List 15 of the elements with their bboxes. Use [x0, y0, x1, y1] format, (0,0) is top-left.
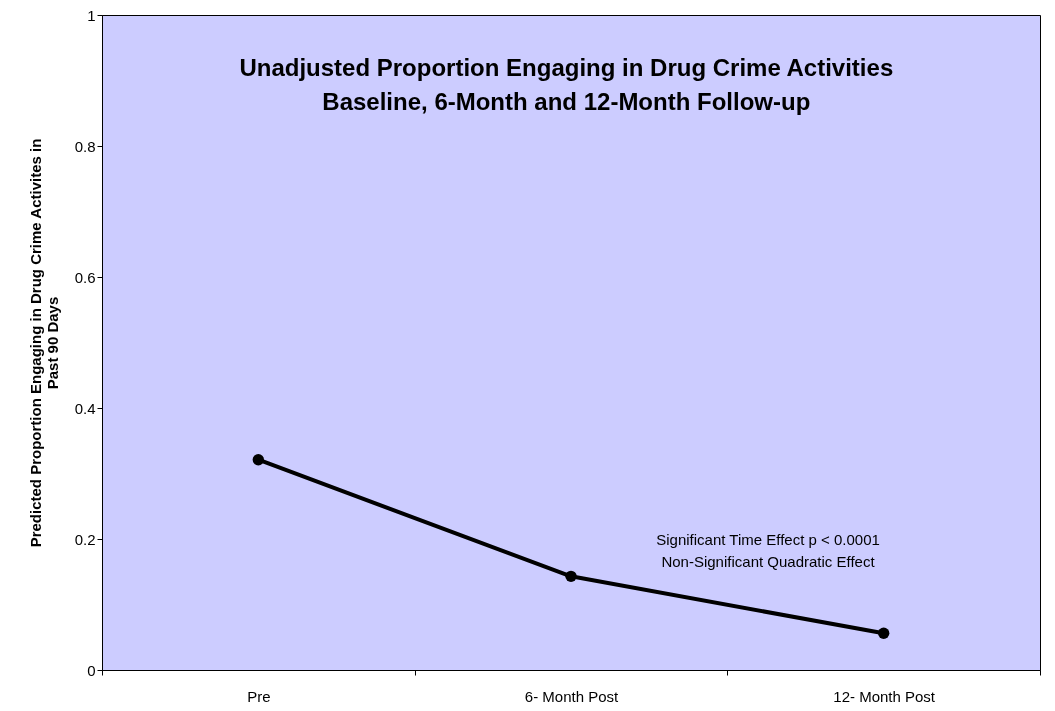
y-tick-label: 0.4 — [74, 399, 96, 417]
y-tick-label: 0 — [87, 661, 96, 679]
y-axis-title: Predicted Proportion Engaging in Drug Crime Activites in Past 90 Days — [26, 138, 61, 548]
x-tick-label: 12- Month Post — [833, 687, 936, 705]
y-tick-label: 0.8 — [74, 137, 96, 155]
x-tick-label: Pre — [247, 687, 271, 705]
y-tick-label: 0.6 — [74, 268, 96, 286]
point — [252, 454, 265, 466]
x-tick-label: 6- Month Post — [524, 687, 620, 705]
y-tick-label: 0.2 — [74, 530, 96, 548]
y-tick-label: 1 — [87, 6, 96, 24]
point — [565, 570, 577, 583]
text: Unadjusted Proportion Engaging in Drug Crime Activities Baseline, 6-Month and 12-Month Follow-up — [239, 54, 894, 115]
point — [877, 627, 890, 640]
annotation: Significant Time Effect p < 0.0001 Non-Significant Quadratic Effect — [656, 531, 880, 570]
